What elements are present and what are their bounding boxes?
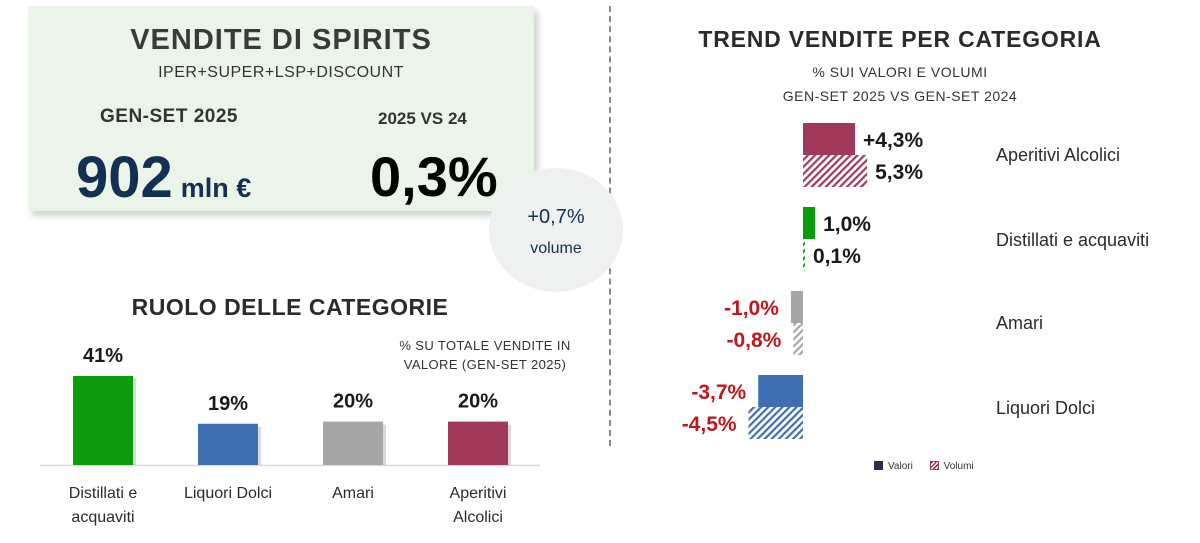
valori-label-aperitivi-alcolici: +4,3%: [863, 129, 923, 152]
volumi-label-liquori-dolci: -4,5%: [682, 413, 737, 436]
bar-aperitivi-alcolici: [448, 421, 508, 465]
trend-category-label-liquori-dolci: Liquori Dolci: [996, 398, 1095, 418]
volumi-bar-amari: [793, 323, 803, 355]
legend-label-valori: Valori: [888, 461, 913, 472]
volumi-bar-aperitivi-alcolici: [803, 155, 868, 187]
valori-label-distillati-e-acquaviti: 1,0%: [823, 213, 871, 236]
bar-amari: [323, 421, 383, 465]
category-label-line: Alcolici: [453, 509, 503, 526]
category-label-line: acquaviti: [71, 509, 134, 526]
trend-category-label-aperitivi-alcolici: Aperitivi Alcolici: [996, 145, 1120, 165]
valori-bar-liquori-dolci: [758, 375, 803, 407]
bar-value-label-aperitivi-alcolici: 20%: [458, 391, 498, 413]
category-label-amari: Amari: [332, 485, 374, 502]
volume-badge: +0,7% volume: [489, 168, 623, 292]
category-label-aperitivi-alcolici: Aperitivi Alcolici: [450, 485, 507, 526]
valori-label-amari: -1,0%: [724, 297, 779, 320]
legend-label-volumi: Volumi: [943, 461, 974, 472]
kpi-value: 902: [76, 145, 173, 210]
kpi-change-value: 0,3%: [370, 145, 498, 208]
volumi-label-amari: -0,8%: [726, 329, 781, 352]
legend-item-valori: Valori: [874, 461, 913, 472]
valori-label-liquori-dolci: -3,7%: [691, 381, 746, 404]
volumi-bar-liquori-dolci: [748, 407, 803, 439]
legend-item-volumi: Volumi: [929, 461, 974, 472]
trend-chart-subtitle-2: GEN-SET 2025 VS GEN-SET 2024: [782, 88, 1018, 104]
role-chart-title: RUOLO DELLE CATEGORIE: [131, 294, 449, 320]
bar-liquori-dolci: [198, 423, 258, 465]
valori-bar-aperitivi-alcolici: [803, 123, 856, 155]
volumi-bar-distillati-e-acquaviti: [803, 239, 805, 271]
kpi-title: VENDITE DI SPIRITS: [130, 24, 432, 56]
bar-value-label-amari: 20%: [333, 391, 373, 413]
role-chart: 41% Distillati e acquaviti 19% Liquori Dolci…: [40, 345, 540, 526]
trend-chart-subtitle-1: % SUI VALORI E VOLUMI: [812, 64, 988, 80]
category-label-line: Distillati e: [69, 485, 138, 502]
role-chart-note: % SU TOTALE VENDITE IN VALORE (GEN-SET 2…: [399, 338, 571, 372]
category-label-distillati-e-acquaviti: Distillati e acquaviti: [69, 485, 138, 526]
bar-value-label-liquori-dolci: 19%: [208, 393, 248, 415]
kpi-value-group: 902 mln €: [76, 144, 251, 211]
trend-category-label-distillati-e-acquaviti: Distillati e acquaviti: [996, 230, 1149, 250]
category-label-line: Liquori Dolci: [184, 485, 272, 502]
volume-badge-value: +0,7%: [527, 206, 585, 228]
kpi-card: VENDITE DI SPIRITS IPER+SUPER+LSP+DISCOU…: [28, 6, 534, 211]
kpi-compare-label: 2025 VS 24: [378, 109, 467, 128]
kpi-unit: mln €: [180, 173, 252, 203]
bar-distillati-e-acquaviti: [73, 376, 133, 465]
kpi-period-label: GEN-SET 2025: [100, 106, 238, 127]
trend-category-label-amari: Amari: [996, 313, 1043, 333]
category-label-line: Aperitivi: [450, 485, 507, 502]
valori-bar-distillati-e-acquaviti: [803, 207, 816, 239]
legend-swatch-valori: [874, 461, 883, 470]
trend-legend: Valori Volumi: [874, 461, 988, 472]
category-label-liquori-dolci: Liquori Dolci: [184, 485, 272, 502]
category-label-line: Amari: [332, 485, 374, 502]
trend-chart-title: TREND VENDITE PER CATEGORIA: [698, 26, 1102, 52]
volumi-label-distillati-e-acquaviti: 0,1%: [813, 245, 861, 268]
legend-swatch-volumi: [929, 461, 939, 470]
bar-value-label-distillati-e-acquaviti: 41%: [83, 345, 123, 367]
valori-bar-amari: [790, 291, 803, 323]
kpi-subtitle: IPER+SUPER+LSP+DISCOUNT: [158, 64, 404, 81]
volumi-label-aperitivi-alcolici: 5,3%: [875, 161, 923, 184]
volume-badge-label: volume: [530, 240, 582, 257]
